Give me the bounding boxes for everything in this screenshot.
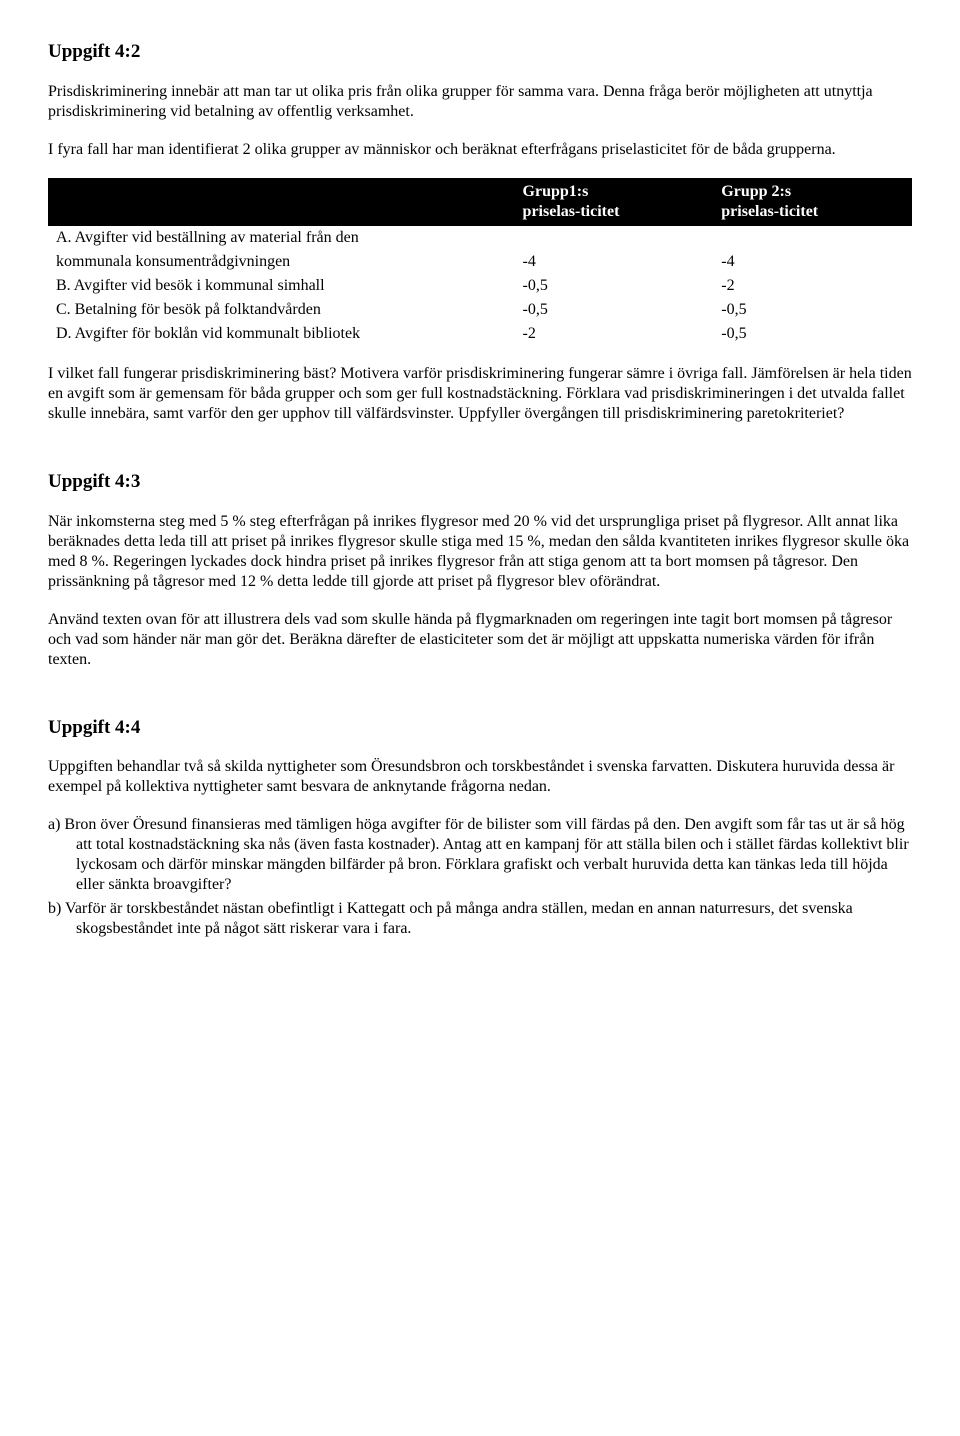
task-4-2-para-2: I fyra fall har man identifierat 2 olika… bbox=[48, 140, 912, 160]
task-4-3-para-1: När inkomsterna steg med 5 % steg efterf… bbox=[48, 512, 912, 592]
row-d-g1: -2 bbox=[515, 322, 714, 346]
row-a-label-line2: kommunala konsumentrådgivningen bbox=[48, 250, 515, 274]
task-4-2-para-1: Prisdiskriminering innebär att man tar u… bbox=[48, 82, 912, 122]
task-4-3-para-2: Använd texten ovan för att illustrera de… bbox=[48, 610, 912, 670]
table-row: D. Avgifter för boklån vid kommunalt bib… bbox=[48, 322, 912, 346]
row-c-g1: -0,5 bbox=[515, 298, 714, 322]
table-row: B. Avgifter vid besök i kommunal simhall… bbox=[48, 274, 912, 298]
row-a-label-line1: A. Avgifter vid beställning av material … bbox=[48, 226, 515, 250]
table-row: kommunala konsumentrådgivningen -4 -4 bbox=[48, 250, 912, 274]
row-b-label: B. Avgifter vid besök i kommunal simhall bbox=[48, 274, 515, 298]
row-d-label: D. Avgifter för boklån vid kommunalt bib… bbox=[48, 322, 515, 346]
task-4-4-heading: Uppgift 4:4 bbox=[48, 716, 912, 740]
row-a-g2: -4 bbox=[713, 250, 912, 274]
table-row: C. Betalning för besök på folktandvården… bbox=[48, 298, 912, 322]
table-header-group1: Grupp1:s priselas-ticitet bbox=[515, 178, 714, 226]
task-4-2-heading: Uppgift 4:2 bbox=[48, 40, 912, 64]
task-4-4-item-a: a) Bron över Öresund finansieras med täm… bbox=[48, 815, 912, 895]
table-header-group2: Grupp 2:s priselas-ticitet bbox=[713, 178, 912, 226]
row-b-g2: -2 bbox=[713, 274, 912, 298]
row-a-g1: -4 bbox=[515, 250, 714, 274]
row-d-g2: -0,5 bbox=[713, 322, 912, 346]
row-b-g1: -0,5 bbox=[515, 274, 714, 298]
table-header-empty bbox=[48, 178, 515, 226]
row-c-label: C. Betalning för besök på folktandvården bbox=[48, 298, 515, 322]
row-c-g2: -0,5 bbox=[713, 298, 912, 322]
task-4-4-para-1: Uppgiften behandlar två så skilda nyttig… bbox=[48, 757, 912, 797]
elasticity-table: Grupp1:s priselas-ticitet Grupp 2:s pris… bbox=[48, 178, 912, 346]
task-4-3-heading: Uppgift 4:3 bbox=[48, 470, 912, 494]
task-4-2-para-3: I vilket fall fungerar prisdiskriminerin… bbox=[48, 364, 912, 424]
task-4-4-item-b: b) Varför är torskbeståndet nästan obefi… bbox=[48, 899, 912, 939]
table-row: A. Avgifter vid beställning av material … bbox=[48, 226, 912, 250]
table-header-row: Grupp1:s priselas-ticitet Grupp 2:s pris… bbox=[48, 178, 912, 226]
